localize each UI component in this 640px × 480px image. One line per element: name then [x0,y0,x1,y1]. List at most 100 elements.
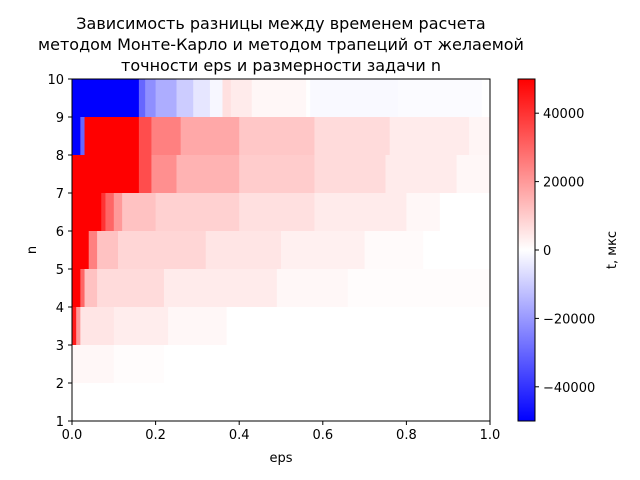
colorbar-label: t, мкс [605,231,620,269]
y-axis-ticks: 1 2 3 4 5 6 7 8 9 10 [47,73,72,430]
heatmap-cell [72,269,81,307]
heatmap-cell [97,269,165,307]
heatmap-cell [138,155,153,193]
heatmap-cell [281,231,366,269]
heatmap-cell [84,117,140,155]
y-tick-label: 6 [56,225,64,240]
y-tick-label: 10 [47,73,64,88]
y-tick-label: 8 [56,149,64,164]
x-tick-label: 0.4 [229,428,250,443]
heatmap-cell [176,155,240,193]
colorbar-tick-label: −40000 [543,381,595,396]
heatmap-cell [222,79,232,117]
heatmap-cell [88,231,98,269]
heatmap-cell [113,345,165,383]
colorbar-tick-label: 0 [543,244,551,259]
heatmap-cell [239,155,316,193]
colorbar [517,78,536,422]
heatmap-cell [72,155,140,193]
heatmap-cell [481,79,490,117]
title-line-2: методом Монте-Карло и методом трапеций о… [38,35,524,54]
heatmap-cell [239,193,316,231]
colorbar-tick-label: −20000 [543,312,595,327]
x-axis-ticks: 0.0 0.2 0.4 0.6 0.8 1.0 [62,421,501,443]
heatmap-cell [423,231,490,269]
heatmap-cell [230,79,253,117]
heatmap-cell [406,193,441,231]
colorbar-tick-label: 40000 [543,107,584,122]
plot-frame [71,78,491,422]
heatmap-cell [276,269,349,307]
x-axis-label: eps [269,451,292,466]
heatmap-cell [138,117,153,155]
heatmap-cell [80,269,86,307]
heatmap-cell [138,79,146,117]
heatmap-cell [72,307,77,345]
title-line-1: Зависимость разницы между временем расче… [76,14,485,33]
heatmap-cell [72,345,115,383]
heatmap-cell [117,231,207,269]
heatmap-cell [176,79,194,117]
heatmap-cell [251,79,307,117]
heatmap-cell [439,193,490,231]
heatmap-cell [97,231,119,269]
heatmap-cell [84,269,98,307]
chart-title: Зависимость разницы между временем расче… [38,14,524,75]
x-tick-label: 0.8 [396,428,417,443]
colorbar-tick-label: 20000 [543,176,584,191]
heatmap-cell [72,117,81,155]
heatmap-cell [113,307,169,345]
heatmap-cell [80,307,115,345]
heatmap-cell [72,231,90,269]
heatmap-cell [306,79,311,117]
heatmap-cell [226,307,490,345]
y-tick-label: 5 [56,263,64,278]
heatmap-cell [180,117,240,155]
heatmap-cell [76,307,81,345]
heatmap-cell [314,155,387,193]
heatmap-cell [122,193,157,231]
heatmap-cell [168,307,228,345]
heatmap-cell [72,79,140,117]
heatmap-cell [155,193,240,231]
heatmap-cell [113,193,123,231]
heatmap-cell [239,117,316,155]
x-tick-label: 0.0 [62,428,83,443]
heatmap-cell [310,79,399,117]
heatmap-cell [385,155,458,193]
heatmap-cell [398,79,483,117]
heatmap-cell [163,269,278,307]
heatmap-cell [145,79,157,117]
title-line-3: точности eps и размерности задачи n [121,56,441,75]
heatmap-cell [80,117,86,155]
heatmap-cell [105,193,115,231]
heatmap-cell [469,117,490,155]
heatmap-cell [314,193,407,231]
x-tick-label: 0.6 [312,428,333,443]
y-tick-label: 9 [56,111,64,126]
y-tick-label: 4 [56,301,64,316]
heatmap-cell [163,345,490,383]
heatmap-cell [364,231,424,269]
heatmap-cell [193,79,211,117]
x-tick-label: 0.2 [145,428,166,443]
heatmap-cell [151,155,178,193]
heatmap-cell [101,193,107,231]
heatmap-cell [151,117,182,155]
y-tick-label: 2 [56,377,64,392]
y-tick-label: 3 [56,339,64,354]
heatmap-cell [314,117,391,155]
heatmap-cell [389,117,470,155]
heatmap-cell [347,269,490,307]
heatmap-cell [72,193,102,231]
x-tick-label: 1.0 [480,428,501,443]
y-axis-label: n [25,246,40,254]
y-tick-label: 1 [56,415,64,430]
colorbar-ticks: −40000 −20000 0 20000 40000 [535,107,595,396]
heatmap-cells [72,79,490,383]
heatmap-cell [155,79,178,117]
heatmap-cell [205,231,282,269]
y-tick-label: 7 [56,187,64,202]
heatmap-cell [209,79,224,117]
